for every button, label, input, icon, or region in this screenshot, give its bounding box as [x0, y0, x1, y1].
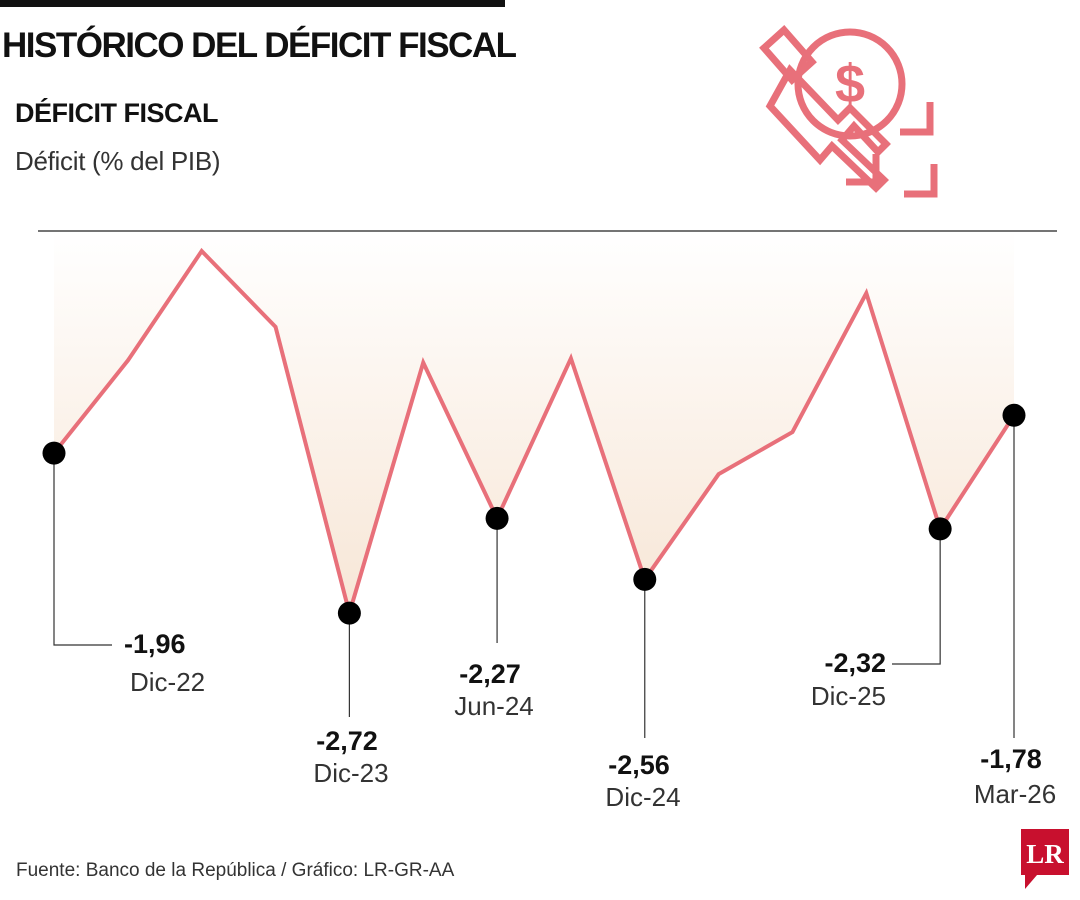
data-label: -2,72: [316, 726, 378, 756]
leader-line: [892, 528, 941, 665]
data-point-marker: [928, 517, 952, 541]
date-label: Dic-24: [605, 782, 680, 812]
data-point-marker: [1002, 403, 1026, 427]
data-label: -2,56: [608, 750, 670, 780]
date-label: Dic-23: [313, 758, 388, 788]
data-point-marker: [633, 567, 657, 591]
series-line: [52, 247, 1016, 621]
date-label: Mar-26: [974, 779, 1056, 809]
main-title: HISTÓRICO DEL DÉFICIT FISCAL: [2, 26, 517, 65]
data-point-marker: [485, 506, 509, 530]
chart-title: DÉFICIT FISCAL: [15, 98, 219, 128]
leader-line: [53, 453, 112, 646]
lr-logo-text: LR: [1026, 839, 1064, 869]
data-point-marker: [42, 441, 66, 465]
data-point-marker: [337, 601, 361, 625]
date-label: Dic-22: [130, 667, 205, 697]
top-rule: [0, 0, 505, 7]
area-fill: [54, 230, 1014, 614]
money-decline-icon: $: [758, 22, 938, 202]
lr-logo: LR: [1021, 829, 1069, 891]
chart-subtitle: Déficit (% del PIB): [15, 146, 221, 176]
date-label: Dic-25: [811, 681, 886, 711]
source-note: Fuente: Banco de la República / Gráfico:…: [16, 860, 455, 881]
date-label: Jun-24: [454, 691, 534, 721]
data-label: -1,78: [980, 744, 1042, 774]
data-label: -2,32: [824, 648, 886, 678]
data-label: -2,27: [459, 659, 521, 689]
data-label: -1,96: [124, 629, 186, 659]
